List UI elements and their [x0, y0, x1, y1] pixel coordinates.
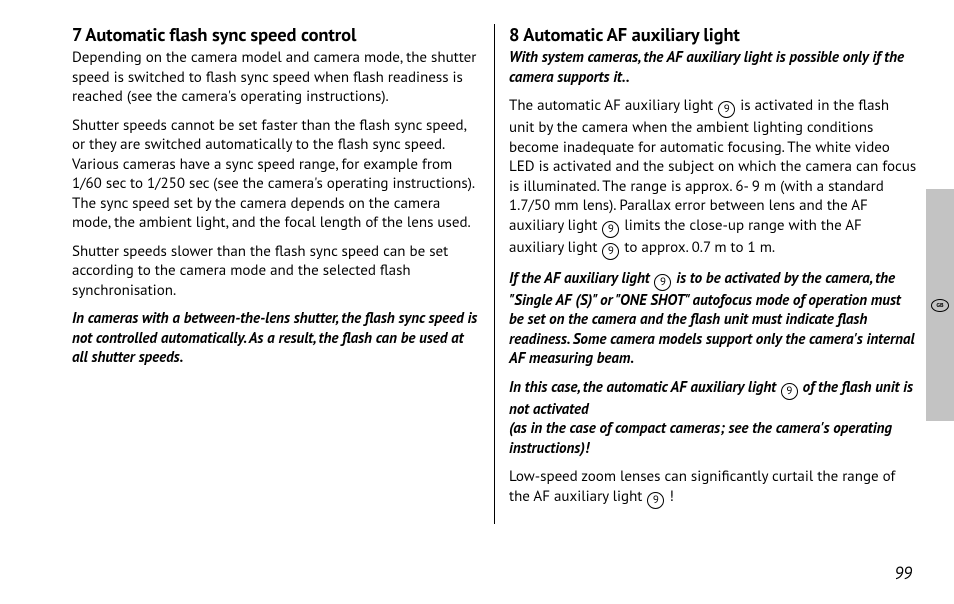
page-content: 7 Automatic flash sync speed control Dep… — [72, 24, 920, 580]
language-badge: GB — [931, 299, 949, 312]
text-run: ! — [665, 487, 674, 506]
text-run: is activated in the flash unit by the ca… — [509, 96, 916, 235]
text-run: The automatic AF auxiliary light — [509, 96, 717, 115]
body-paragraph: The automatic AF auxiliary light 9 is ac… — [509, 96, 917, 260]
page-number: 99 — [894, 562, 912, 584]
emphasis-paragraph: In this case, the automatic AF auxiliary… — [509, 378, 917, 459]
body-paragraph: Depending on the camera model and camera… — [72, 48, 480, 107]
text-run: to approx. 0.7 m to 1 m. — [620, 238, 775, 257]
text-run: Low-speed zoom lenses can significantly … — [509, 467, 895, 506]
body-paragraph: Shutter speeds slower than the flash syn… — [72, 242, 480, 301]
emphasis-paragraph: In cameras with a between-the-lens shutt… — [72, 309, 480, 368]
left-column: 7 Automatic flash sync speed control Dep… — [72, 24, 494, 524]
right-column: 8 Automatic AF auxiliary light With syst… — [494, 24, 917, 524]
circled-number-icon: 9 — [654, 274, 671, 291]
circled-number-icon: 9 — [602, 221, 619, 238]
circled-number-icon: 9 — [647, 492, 664, 509]
circled-number-icon: 9 — [602, 243, 619, 260]
two-column-layout: 7 Automatic flash sync speed control Dep… — [72, 24, 920, 524]
text-run: If the AF auxiliary light — [509, 269, 653, 288]
body-paragraph: Low-speed zoom lenses can significantly … — [509, 467, 917, 509]
emphasis-paragraph: With system cameras, the AF auxiliary li… — [509, 48, 917, 87]
body-paragraph: Shutter speeds cannot be set faster than… — [72, 116, 480, 233]
section-7-heading: 7 Automatic flash sync speed control — [72, 24, 480, 46]
text-run: (as in the case of compact cameras; see … — [509, 419, 892, 458]
text-run: In this case, the automatic AF auxiliary… — [509, 378, 780, 397]
emphasis-paragraph: If the AF auxiliary light 9 is to be act… — [509, 269, 917, 369]
language-tab-sidebar: GB — [926, 189, 954, 421]
circled-number-icon: 9 — [718, 101, 735, 118]
circled-number-icon: 9 — [781, 383, 798, 400]
section-8-heading: 8 Automatic AF auxiliary light — [509, 24, 917, 46]
